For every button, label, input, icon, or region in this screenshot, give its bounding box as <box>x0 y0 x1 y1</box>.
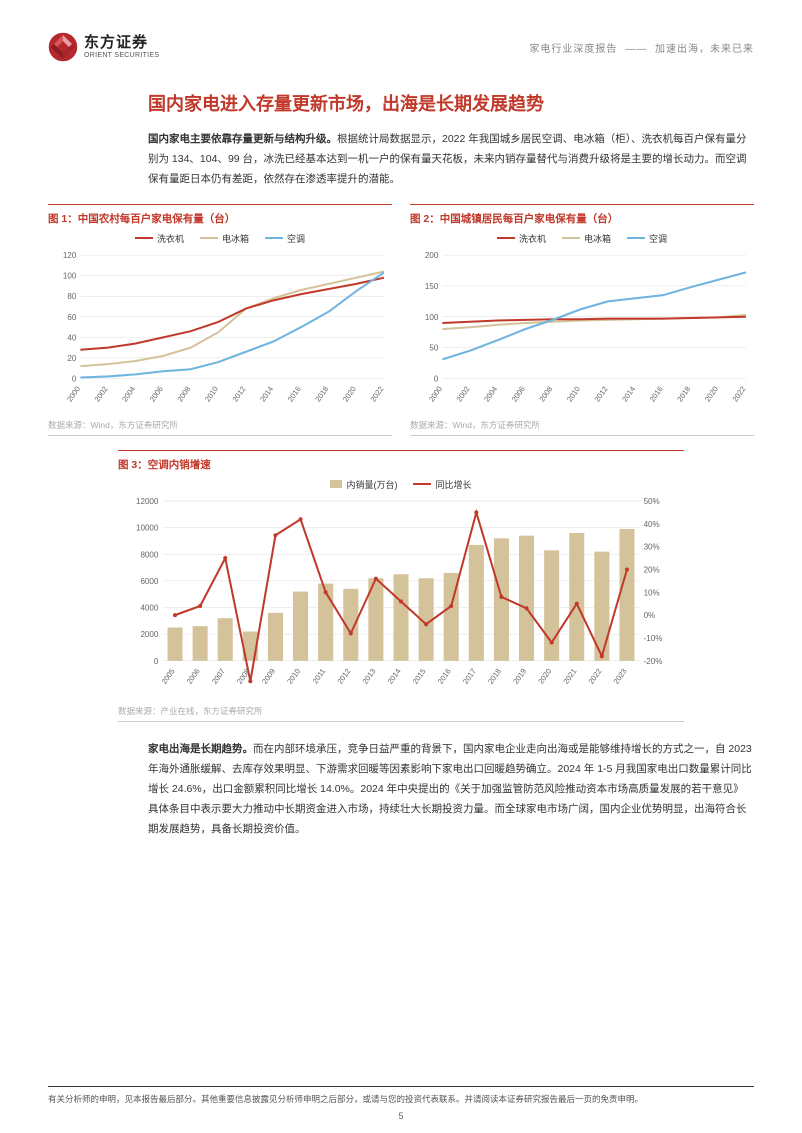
svg-text:2019: 2019 <box>511 667 528 686</box>
svg-text:2016: 2016 <box>436 667 453 686</box>
charts-row-top: 图 1：中国农村每百户家电保有量（台） 洗衣机 电冰箱 空调 0 20 40 60 80… <box>48 204 754 436</box>
chart-1-source: 数据来源：Wind，东方证券研究所 <box>48 411 392 436</box>
svg-text:2006: 2006 <box>185 667 202 686</box>
svg-text:2012: 2012 <box>593 384 610 403</box>
svg-text:0: 0 <box>154 656 159 665</box>
svg-text:50: 50 <box>429 343 438 352</box>
svg-text:20: 20 <box>67 354 76 363</box>
chart-2-title: 图 2：中国城镇居民每百户家电保有量（台） <box>410 204 754 230</box>
svg-text:2018: 2018 <box>313 384 330 403</box>
svg-text:100: 100 <box>63 271 77 280</box>
svg-text:2002: 2002 <box>455 384 472 403</box>
svg-text:2020: 2020 <box>341 384 358 403</box>
svg-text:2022: 2022 <box>730 384 747 403</box>
svg-text:2020: 2020 <box>536 667 553 686</box>
chart-2: 图 2：中国城镇居民每百户家电保有量（台） 洗衣机 电冰箱 空调 0 50 100 1… <box>410 204 754 436</box>
svg-text:2014: 2014 <box>620 384 637 403</box>
svg-text:10000: 10000 <box>136 523 159 532</box>
svg-text:8000: 8000 <box>140 550 158 559</box>
svg-text:2010: 2010 <box>285 667 302 686</box>
chart-3-legend: 内销量(万台) 同比增长 <box>118 478 684 491</box>
svg-text:120: 120 <box>63 251 77 260</box>
svg-text:2015: 2015 <box>411 667 428 686</box>
svg-text:12000: 12000 <box>136 497 159 506</box>
svg-text:2005: 2005 <box>160 667 177 686</box>
svg-text:2022: 2022 <box>586 667 603 686</box>
svg-text:2000: 2000 <box>140 630 158 639</box>
svg-text:2017: 2017 <box>461 667 478 686</box>
svg-text:-10%: -10% <box>644 634 663 643</box>
svg-text:2013: 2013 <box>360 667 377 686</box>
svg-text:2018: 2018 <box>675 384 692 403</box>
svg-text:2009: 2009 <box>260 667 277 686</box>
svg-text:20%: 20% <box>644 565 660 574</box>
svg-text:2021: 2021 <box>561 667 578 686</box>
chart-1-legend: 洗衣机 电冰箱 空调 <box>48 232 392 245</box>
chart-1-title: 图 1：中国农村每百户家电保有量（台） <box>48 204 392 230</box>
chart-3-source: 数据来源：产业在线，东方证券研究所 <box>118 697 684 722</box>
svg-text:2006: 2006 <box>148 384 165 403</box>
svg-text:40: 40 <box>67 333 76 342</box>
section-heading: 国内家电进入存量更新市场，出海是长期发展趋势 <box>148 90 754 116</box>
logo-text-cn: 东方证券 <box>84 34 159 51</box>
chart-3: 图 3：空调内销增速 内销量(万台) 同比增长 0 2000 4000 6000 800… <box>118 450 684 722</box>
svg-text:2010: 2010 <box>203 384 220 403</box>
svg-text:2010: 2010 <box>565 384 582 403</box>
chart-2-legend: 洗衣机 电冰箱 空调 <box>410 232 754 245</box>
svg-text:0%: 0% <box>644 611 656 620</box>
svg-text:2008: 2008 <box>537 384 554 403</box>
chart-3-title: 图 3：空调内销增速 <box>118 450 684 476</box>
logo-text-en: ORIENT SECURITIES <box>84 52 159 60</box>
svg-text:100: 100 <box>425 313 439 322</box>
svg-text:2018: 2018 <box>486 667 503 686</box>
svg-text:2014: 2014 <box>386 667 403 686</box>
svg-text:2016: 2016 <box>286 384 303 403</box>
chart-1-svg: 0 20 40 60 80 100 120 2000 2002 2004 2006 2008 2010 2… <box>48 249 392 411</box>
svg-text:0: 0 <box>72 374 77 383</box>
svg-text:30%: 30% <box>644 542 660 551</box>
footer-disclaimer: 有关分析师的申明，见本报告最后部分。其他重要信息披露见分析师申明之后部分，或请与… <box>48 1086 754 1105</box>
svg-text:0: 0 <box>434 374 439 383</box>
svg-text:2012: 2012 <box>231 384 248 403</box>
svg-text:4000: 4000 <box>140 603 158 612</box>
svg-text:2000: 2000 <box>65 384 82 403</box>
svg-text:2011: 2011 <box>311 667 328 686</box>
svg-text:2020: 2020 <box>703 384 720 403</box>
chart-2-source: 数据来源：Wind，东方证券研究所 <box>410 411 754 436</box>
svg-text:2004: 2004 <box>482 384 499 403</box>
svg-text:2002: 2002 <box>93 384 110 403</box>
svg-text:10%: 10% <box>644 588 660 597</box>
svg-text:2006: 2006 <box>510 384 527 403</box>
svg-text:2008: 2008 <box>175 384 192 403</box>
svg-text:200: 200 <box>425 251 439 260</box>
svg-text:60: 60 <box>67 313 76 322</box>
page-header: 东方证券 ORIENT SECURITIES 家电行业深度报告 —— 加速出海，… <box>0 0 802 80</box>
chart-3-svg: 0 2000 4000 6000 8000 10000 12000 -20% -10% 0% 10%… <box>118 495 684 697</box>
header-subtitle: 家电行业深度报告 —— 加速出海，未来已来 <box>529 40 754 55</box>
svg-text:50%: 50% <box>644 497 660 506</box>
svg-text:2004: 2004 <box>120 384 137 403</box>
svg-text:2007: 2007 <box>210 667 227 686</box>
svg-text:80: 80 <box>67 292 76 301</box>
svg-text:2022: 2022 <box>368 384 385 403</box>
svg-text:40%: 40% <box>644 520 660 529</box>
chart-1: 图 1：中国农村每百户家电保有量（台） 洗衣机 电冰箱 空调 0 20 40 60 80… <box>48 204 392 436</box>
page-number: 5 <box>0 1111 802 1121</box>
svg-text:2016: 2016 <box>648 384 665 403</box>
brand-logo: 东方证券 ORIENT SECURITIES <box>48 32 159 62</box>
svg-text:150: 150 <box>425 282 439 291</box>
svg-text:2012: 2012 <box>335 667 352 686</box>
paragraph-2: 家电出海是长期趋势。而在内部环境承压，竞争日益严重的背景下，国内家电企业走向出海… <box>148 740 754 840</box>
svg-text:2014: 2014 <box>258 384 275 403</box>
paragraph-1: 国内家电主要依靠存量更新与结构升级。根据统计局数据显示，2022 年我国城乡居民… <box>148 130 754 190</box>
svg-text:-20%: -20% <box>644 656 663 665</box>
svg-text:6000: 6000 <box>140 577 158 586</box>
chart-2-svg: 0 50 100 150 200 2000 2002 2004 2006 2008 2010 2012… <box>410 249 754 411</box>
logo-icon <box>48 32 78 62</box>
svg-text:2023: 2023 <box>612 667 629 686</box>
svg-text:2000: 2000 <box>427 384 444 403</box>
